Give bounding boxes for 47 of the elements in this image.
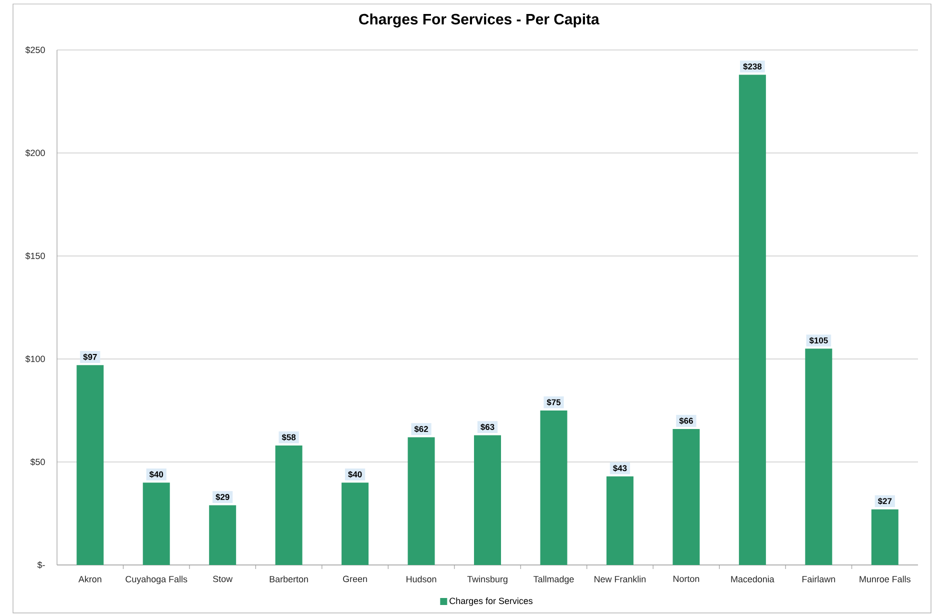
data-label: $62 (414, 426, 428, 433)
x-tick-label: Stow (213, 576, 233, 582)
x-tick-label: Norton (673, 576, 700, 582)
data-label: $63 (480, 424, 494, 430)
x-tick-label: Macedonia (731, 576, 774, 582)
x-tick-label: Green (343, 576, 367, 582)
y-tick-label: $150 (25, 252, 45, 260)
y-tick-label: $250 (25, 46, 45, 54)
bar (275, 446, 302, 565)
data-label: $105 (809, 337, 828, 344)
x-tick-label: Akron (78, 576, 102, 582)
x-tick-label: Hudson (406, 576, 436, 582)
data-label: $97 (83, 354, 97, 360)
x-tick-label: Munroe Falls (860, 576, 910, 582)
x-tick-label: Barberton (270, 576, 308, 582)
chart-title: Charges For Services - Per Capita (359, 13, 600, 28)
data-label: $75 (546, 398, 561, 406)
data-label: $58 (282, 434, 296, 441)
x-tick-label: New Franklin (594, 576, 646, 582)
y-tick-label: $50 (30, 458, 45, 466)
bar (142, 482, 170, 565)
data-label: $29 (216, 494, 230, 501)
data-label: $66 (679, 417, 693, 424)
y-tick-label: $100 (25, 355, 45, 363)
bar (408, 437, 435, 565)
bar (871, 509, 898, 565)
data-label: $27 (878, 498, 892, 505)
bar (209, 505, 236, 565)
y-tick-label: $- (37, 561, 45, 569)
data-label: $43 (613, 464, 627, 472)
bar (738, 74, 766, 565)
data-label: $40 (149, 470, 164, 478)
y-tick-label: $200 (25, 149, 45, 157)
x-tick-label: Twinsburg (467, 576, 508, 584)
bar (342, 482, 369, 565)
x-tick-label: Tallmadge (534, 576, 574, 584)
bar (474, 435, 502, 565)
data-label: $238 (743, 63, 762, 70)
x-tick-label: Fairlawn (802, 576, 836, 582)
bar (606, 476, 634, 565)
bar (672, 429, 700, 565)
data-label: $40 (348, 470, 362, 478)
bar (805, 348, 832, 565)
bar (76, 365, 104, 565)
bar (540, 410, 568, 565)
legend-label: Charges for Services (450, 597, 533, 606)
x-tick-label: Cuyahoga Falls (126, 576, 188, 584)
